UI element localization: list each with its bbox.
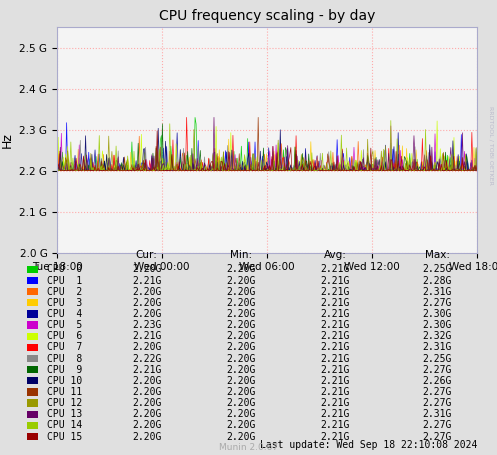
Text: CPU  8: CPU 8 (47, 354, 83, 364)
Text: 2.31G: 2.31G (422, 287, 452, 297)
Text: 2.30G: 2.30G (422, 320, 452, 330)
Text: CPU  1: CPU 1 (47, 276, 83, 285)
Text: 2.21G: 2.21G (321, 398, 350, 408)
Text: Cur:: Cur: (136, 250, 158, 260)
Text: Munin 2.0.67: Munin 2.0.67 (219, 443, 278, 452)
Text: 2.20G: 2.20G (132, 298, 162, 308)
Text: 2.25G: 2.25G (422, 354, 452, 364)
Text: 2.31G: 2.31G (422, 343, 452, 352)
Text: CPU  5: CPU 5 (47, 320, 83, 330)
Y-axis label: Hz: Hz (1, 132, 14, 148)
Text: 2.21G: 2.21G (321, 320, 350, 330)
Text: 2.21G: 2.21G (132, 331, 162, 341)
Text: 2.20G: 2.20G (226, 276, 256, 285)
Text: 2.20G: 2.20G (132, 309, 162, 319)
Text: 2.27G: 2.27G (422, 420, 452, 430)
Text: 2.20G: 2.20G (226, 376, 256, 386)
Text: 2.20G: 2.20G (226, 331, 256, 341)
Text: Min:: Min: (230, 250, 252, 260)
Text: 2.20G: 2.20G (132, 376, 162, 386)
Text: 2.30G: 2.30G (422, 309, 452, 319)
Text: 2.21G: 2.21G (321, 276, 350, 285)
Text: 2.21G: 2.21G (321, 309, 350, 319)
Text: CPU 15: CPU 15 (47, 432, 83, 441)
Text: 2.20G: 2.20G (132, 264, 162, 274)
Text: 2.22G: 2.22G (132, 354, 162, 364)
Text: CPU  2: CPU 2 (47, 287, 83, 297)
Text: 2.21G: 2.21G (321, 343, 350, 352)
Text: Max:: Max: (425, 250, 450, 260)
Text: 2.21G: 2.21G (321, 387, 350, 397)
Text: 2.27G: 2.27G (422, 387, 452, 397)
Text: CPU 14: CPU 14 (47, 420, 83, 430)
Text: 2.20G: 2.20G (132, 432, 162, 441)
Text: CPU  0: CPU 0 (47, 264, 83, 274)
Text: 2.20G: 2.20G (226, 365, 256, 374)
Text: 2.21G: 2.21G (321, 376, 350, 386)
Text: CPU 11: CPU 11 (47, 387, 83, 397)
Text: 2.20G: 2.20G (226, 398, 256, 408)
Text: CPU 13: CPU 13 (47, 410, 83, 419)
Text: 2.20G: 2.20G (226, 309, 256, 319)
Text: 2.23G: 2.23G (132, 320, 162, 330)
Text: 2.21G: 2.21G (321, 298, 350, 308)
Text: CPU  6: CPU 6 (47, 331, 83, 341)
Text: CPU  9: CPU 9 (47, 365, 83, 374)
Text: 2.20G: 2.20G (132, 410, 162, 419)
Text: 2.21G: 2.21G (132, 365, 162, 374)
Title: CPU frequency scaling - by day: CPU frequency scaling - by day (159, 10, 375, 23)
Text: 2.20G: 2.20G (226, 287, 256, 297)
Text: 2.21G: 2.21G (321, 420, 350, 430)
Text: CPU  4: CPU 4 (47, 309, 83, 319)
Text: 2.21G: 2.21G (321, 410, 350, 419)
Text: 2.21G: 2.21G (321, 365, 350, 374)
Text: 2.20G: 2.20G (226, 264, 256, 274)
Text: CPU 12: CPU 12 (47, 398, 83, 408)
Text: 2.20G: 2.20G (226, 410, 256, 419)
Text: 2.21G: 2.21G (321, 287, 350, 297)
Text: 2.20G: 2.20G (226, 354, 256, 364)
Text: 2.28G: 2.28G (422, 276, 452, 285)
Text: 2.27G: 2.27G (422, 365, 452, 374)
Text: 2.20G: 2.20G (226, 298, 256, 308)
Text: 2.21G: 2.21G (321, 354, 350, 364)
Text: 2.20G: 2.20G (226, 343, 256, 352)
Text: Last update: Wed Sep 18 22:10:08 2024: Last update: Wed Sep 18 22:10:08 2024 (260, 440, 477, 450)
Text: 2.20G: 2.20G (226, 387, 256, 397)
Text: 2.27G: 2.27G (422, 432, 452, 441)
Text: 2.21G: 2.21G (321, 432, 350, 441)
Text: 2.21G: 2.21G (321, 331, 350, 341)
Text: Avg:: Avg: (324, 250, 347, 260)
Text: 2.20G: 2.20G (132, 387, 162, 397)
Text: 2.32G: 2.32G (422, 331, 452, 341)
Text: CPU  7: CPU 7 (47, 343, 83, 352)
Text: CPU  3: CPU 3 (47, 298, 83, 308)
Text: 2.20G: 2.20G (132, 287, 162, 297)
Text: 2.25G: 2.25G (422, 264, 452, 274)
Text: 2.20G: 2.20G (226, 420, 256, 430)
Text: 2.27G: 2.27G (422, 298, 452, 308)
Text: 2.20G: 2.20G (226, 432, 256, 441)
Text: RRDTOOL / TOBI OETKER: RRDTOOL / TOBI OETKER (489, 106, 494, 185)
Text: 2.20G: 2.20G (132, 343, 162, 352)
Text: 2.31G: 2.31G (422, 410, 452, 419)
Text: 2.20G: 2.20G (132, 420, 162, 430)
Text: 2.21G: 2.21G (132, 276, 162, 285)
Text: CPU 10: CPU 10 (47, 376, 83, 386)
Text: 2.20G: 2.20G (226, 320, 256, 330)
Text: 2.21G: 2.21G (321, 264, 350, 274)
Text: 2.26G: 2.26G (422, 376, 452, 386)
Text: 2.20G: 2.20G (132, 398, 162, 408)
Text: 2.27G: 2.27G (422, 398, 452, 408)
